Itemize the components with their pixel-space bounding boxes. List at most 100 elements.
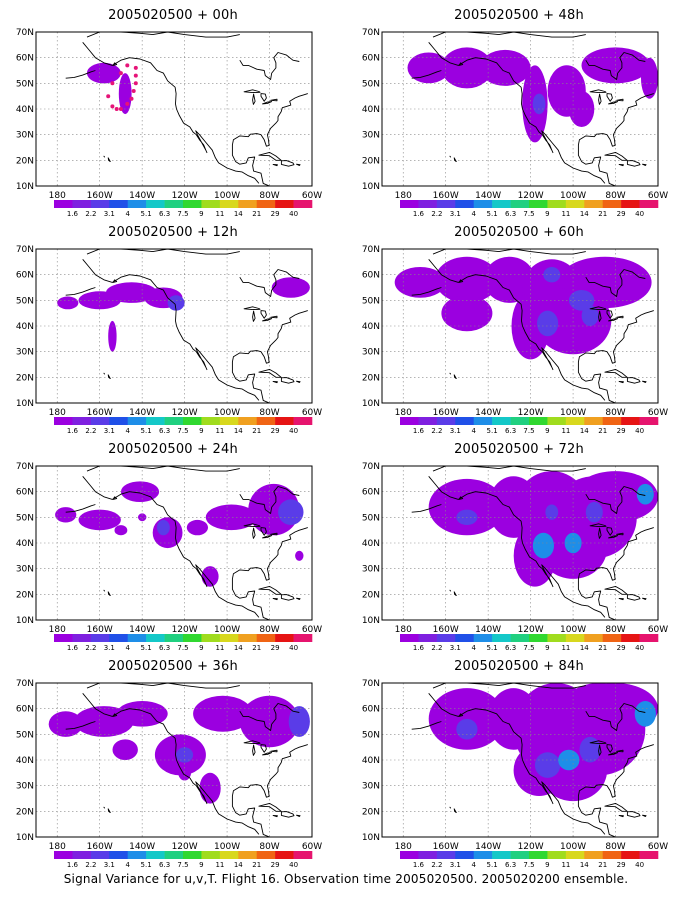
y-tick-label: 20N	[362, 373, 380, 383]
colorbar-swatch	[492, 417, 511, 425]
map-svg: 10N 20N 30N 40N 50N 60N 70N 180 160W 140W 120W 100W…	[362, 679, 668, 867]
colorbar-label: 40	[635, 427, 644, 433]
variance-blob	[205, 504, 257, 531]
y-tick-label: 30N	[362, 782, 380, 792]
colorbar-label: 6.3	[159, 861, 170, 867]
colorbar-swatch	[455, 634, 475, 642]
colorbar-swatch	[164, 851, 184, 859]
plot-frame	[381, 682, 659, 838]
x-tick-label: 60W	[648, 408, 668, 418]
y-tick-label: 60N	[16, 488, 34, 498]
colorbar-label: 11	[215, 644, 224, 650]
plot-frame	[35, 248, 313, 404]
colorbar-swatch	[418, 634, 438, 642]
colorbar-swatch	[109, 851, 129, 859]
observation-point	[106, 94, 111, 99]
colorbar-label: 9	[199, 861, 203, 867]
colorbar-swatch	[602, 417, 622, 425]
colorbar-label: 7.5	[523, 644, 534, 650]
y-tick-label: 60N	[362, 705, 380, 715]
x-tick-label: 100W	[560, 625, 586, 635]
colorbar-swatch	[529, 634, 548, 642]
colorbar-swatch	[565, 851, 585, 859]
y-tick-label: 60N	[362, 271, 380, 281]
x-tick-label: 60W	[648, 191, 668, 201]
x-tick-label: 160W	[433, 842, 459, 852]
y-tick-label: 70N	[362, 28, 380, 38]
map-panel: 2005020500 + 72h 10N 20N 30N 40N 50N 60N 70N 180…	[346, 434, 692, 650]
colorbar-swatch	[400, 851, 419, 859]
variance-blob	[106, 282, 157, 303]
variance-blob	[176, 747, 194, 763]
x-tick-label: 80W	[259, 408, 279, 418]
variance-blob	[271, 277, 310, 298]
y-tick-label: 70N	[16, 28, 34, 38]
colorbar-swatch	[293, 634, 313, 642]
y-tick-label: 40N	[16, 322, 34, 332]
colorbar-swatch	[146, 417, 165, 425]
y-tick-label: 50N	[16, 513, 34, 523]
colorbar-label: 2.2	[431, 210, 442, 216]
colorbar-label: 40	[635, 861, 644, 867]
x-tick-label: 160W	[87, 842, 113, 852]
x-tick-label: 80W	[605, 625, 625, 635]
coastlines	[65, 466, 308, 620]
colorbar-swatch	[547, 417, 567, 425]
grid-lines	[382, 683, 658, 837]
y-tick-label: 50N	[362, 730, 380, 740]
map-svg: 10N 20N 30N 40N 50N 60N 70N 180 160W 140W 120W 100W…	[16, 462, 322, 650]
colorbar-label: 4	[471, 427, 476, 433]
coastlines	[65, 683, 308, 837]
colorbar-label: 21	[252, 644, 261, 650]
colorbar-label: 2.2	[85, 644, 96, 650]
variance-blob	[108, 320, 117, 352]
grid-lines	[382, 466, 658, 620]
y-tick-label: 10N	[16, 833, 34, 843]
y-tick-label: 30N	[362, 348, 380, 358]
colorbar-swatch	[418, 417, 438, 425]
colorbar-swatch	[602, 634, 622, 642]
colorbar-label: 21	[598, 427, 607, 433]
y-tick-label: 20N	[362, 590, 380, 600]
x-tick-label: 120W	[172, 842, 198, 852]
colorbar-label: 7.5	[523, 861, 534, 867]
colorbar-swatch	[492, 851, 511, 859]
x-tick-label: 180	[49, 842, 66, 852]
variance-blob	[534, 752, 561, 778]
x-tick-label: 180	[395, 408, 412, 418]
colorbar-swatch	[201, 417, 221, 425]
colorbar-swatch	[473, 851, 493, 859]
colorbar-swatch	[183, 417, 202, 425]
figure-caption: Signal Variance for u,v,T. Flight 16. Ob…	[63, 872, 629, 886]
colorbar-label: 7.5	[523, 210, 534, 216]
map-panel: 2005020500 + 60h 10N 20N 30N 40N 50N 60N 70N 180…	[346, 217, 692, 433]
plot-frame	[381, 248, 659, 404]
colorbar-label: 1.6	[413, 644, 425, 650]
colorbar-swatch	[492, 200, 511, 208]
colorbar-swatch	[109, 634, 129, 642]
colorbar-swatch	[529, 200, 548, 208]
colorbar-swatch	[547, 200, 567, 208]
y-tick-label: 40N	[362, 105, 380, 115]
colorbar-swatch	[565, 634, 585, 642]
colorbar-swatch	[90, 851, 110, 859]
colorbar-label: 29	[617, 210, 626, 216]
colorbar-label: 4	[471, 861, 476, 867]
x-tick-label: 60W	[302, 625, 322, 635]
colorbar-swatch	[436, 200, 456, 208]
y-tick-label: 20N	[16, 373, 34, 383]
map-panel: 2005020500 + 36h 10N 20N 30N 40N 50N 60N 70N 180…	[0, 651, 346, 867]
colorbar-label: 5.1	[141, 210, 152, 216]
x-tick-label: 140W	[475, 625, 501, 635]
y-tick-label: 60N	[362, 488, 380, 498]
x-tick-label: 140W	[129, 408, 155, 418]
map-panel: 2005020500 + 00h 10N 20N 30N 40N 50N 60N 70N 180…	[0, 0, 346, 216]
y-tick-label: 70N	[16, 462, 34, 472]
variance-blob	[543, 267, 561, 283]
colorbar-swatch	[455, 417, 475, 425]
colorbar-swatch	[275, 417, 294, 425]
colorbar-swatch	[256, 200, 276, 208]
y-tick-label: 20N	[16, 807, 34, 817]
colorbar-swatch	[621, 851, 640, 859]
colorbar-swatch	[547, 851, 567, 859]
